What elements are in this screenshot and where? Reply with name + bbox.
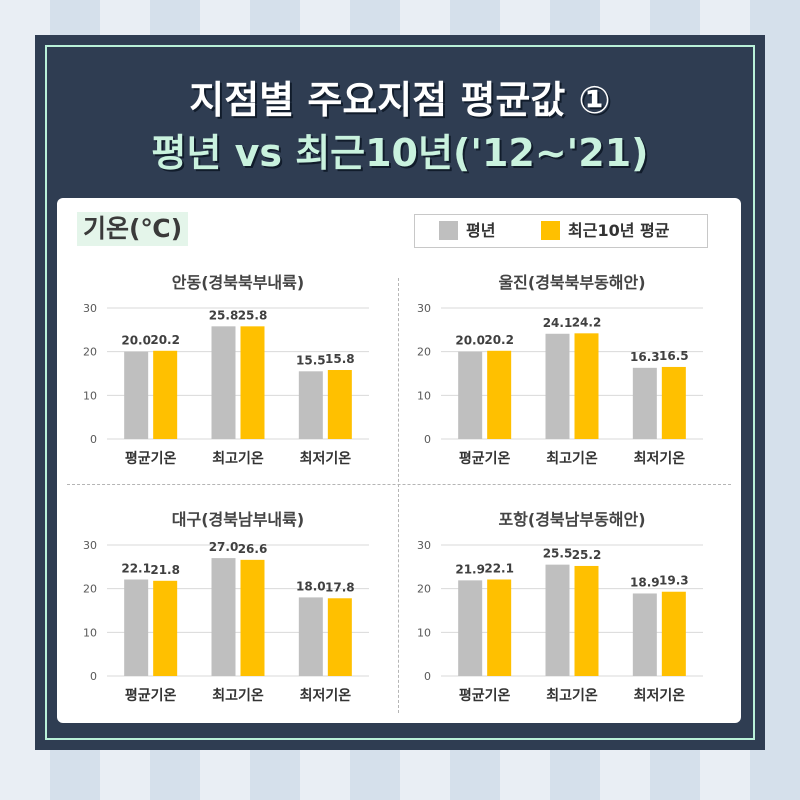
bar-recent <box>487 350 512 439</box>
data-label: 20.2 <box>150 333 180 347</box>
y-tick-label: 10 <box>83 626 97 639</box>
data-label: 16.3 <box>630 350 660 364</box>
data-label: 15.5 <box>296 353 326 367</box>
bar-normal <box>298 371 323 439</box>
unit-label: 기온(℃) <box>77 212 189 246</box>
legend-item-recent: 최근10년 평균 <box>541 221 669 241</box>
data-label: 26.6 <box>238 542 268 556</box>
chart-panel: 기온(℃) 평년 최근10년 평균 안동(경북북부내륙) 0 10 20 30 평균기온 2… <box>57 198 741 723</box>
chart-title-1: 울진(경북북부동해안) <box>498 273 645 292</box>
x-tick-label: 최고기온 <box>212 688 264 704</box>
x-tick-label: 평균기온 <box>459 687 511 704</box>
y-tick-label: 30 <box>83 539 97 552</box>
x-tick-label: 최고기온 <box>546 688 598 704</box>
bar-recent <box>153 350 178 439</box>
panel-divider-horizontal <box>67 484 731 485</box>
y-tick-label: 30 <box>417 539 431 552</box>
legend-swatch-recent <box>541 221 560 240</box>
y-tick-label: 20 <box>417 583 431 596</box>
data-label: 25.2 <box>572 548 602 562</box>
legend-item-normal: 평년 <box>439 221 495 241</box>
legend: 평년 최근10년 평균 <box>414 214 708 248</box>
bar-recent <box>240 326 265 439</box>
bar-recent <box>153 580 178 676</box>
y-tick-label: 0 <box>424 670 431 683</box>
data-label: 20.0 <box>121 334 151 348</box>
x-tick-label: 최저기온 <box>300 688 352 704</box>
x-tick-label: 평균기온 <box>125 450 177 467</box>
data-label: 17.8 <box>325 580 355 594</box>
data-label: 21.9 <box>455 562 485 576</box>
panel-divider-vertical <box>398 278 399 713</box>
bar-recent <box>240 559 265 676</box>
data-label: 24.1 <box>543 316 573 330</box>
legend-label-normal: 평년 <box>466 221 496 240</box>
data-label: 20.0 <box>455 334 485 348</box>
bar-normal <box>211 326 236 439</box>
data-label: 25.5 <box>543 547 573 561</box>
x-tick-label: 평균기온 <box>125 687 177 704</box>
y-tick-label: 30 <box>83 302 97 315</box>
bar-normal <box>545 564 570 676</box>
y-tick-label: 20 <box>83 583 97 596</box>
chart-title-0: 안동(경북북부내륙) <box>172 273 304 292</box>
bar-normal <box>458 351 483 439</box>
infographic-frame: 지점별 주요지점 평균값 ① 평년 vs 최근10년('12~'21) 기온(℃… <box>35 35 765 750</box>
data-label: 25.8 <box>238 308 268 322</box>
y-tick-label: 20 <box>83 346 97 359</box>
bar-recent <box>327 598 352 676</box>
data-label: 27.0 <box>209 540 239 554</box>
bar-normal <box>298 597 323 676</box>
bar-recent <box>487 579 512 676</box>
bar-normal <box>124 351 149 439</box>
y-tick-label: 0 <box>424 433 431 446</box>
chart-title-3: 포항(경북남부동해안) <box>498 510 645 529</box>
bar-normal <box>632 593 657 676</box>
data-label: 22.1 <box>121 561 151 575</box>
bar-normal <box>545 333 570 439</box>
data-label: 20.2 <box>484 333 514 347</box>
bar-recent <box>327 370 352 439</box>
legend-label-recent: 최근10년 평균 <box>568 221 670 240</box>
y-tick-label: 30 <box>417 302 431 315</box>
title-line-1: 지점별 주요지점 평균값 ① <box>189 78 611 122</box>
data-label: 22.1 <box>484 561 514 575</box>
y-tick-label: 10 <box>83 389 97 402</box>
x-tick-label: 최고기온 <box>212 451 264 467</box>
data-label: 15.8 <box>325 352 355 366</box>
chart-title-2: 대구(경북남부내륙) <box>172 510 304 529</box>
data-label: 25.8 <box>209 308 239 322</box>
bar-normal <box>632 367 657 439</box>
data-label: 18.9 <box>630 575 660 589</box>
data-label: 21.8 <box>150 563 180 577</box>
legend-swatch-normal <box>439 221 458 240</box>
bar-recent <box>574 565 599 676</box>
data-label: 16.5 <box>659 349 689 363</box>
data-label: 19.3 <box>659 574 689 588</box>
bar-recent <box>661 366 686 439</box>
y-tick-label: 0 <box>90 670 97 683</box>
frame-border <box>45 45 755 740</box>
y-tick-label: 0 <box>90 433 97 446</box>
x-tick-label: 평균기온 <box>459 450 511 467</box>
x-tick-label: 최저기온 <box>634 688 686 704</box>
y-tick-label: 20 <box>417 346 431 359</box>
y-tick-label: 10 <box>417 626 431 639</box>
data-label: 24.2 <box>572 315 602 329</box>
x-tick-label: 최고기온 <box>546 451 598 467</box>
bar-recent <box>574 333 599 439</box>
y-tick-label: 10 <box>417 389 431 402</box>
bar-normal <box>458 580 483 676</box>
title-line-2: 평년 vs 최근10년('12~'21) <box>151 131 649 175</box>
data-label: 18.0 <box>296 579 326 593</box>
x-tick-label: 최저기온 <box>300 451 352 467</box>
bar-normal <box>211 558 236 676</box>
bar-recent <box>661 591 686 676</box>
bar-normal <box>124 579 149 676</box>
x-tick-label: 최저기온 <box>634 451 686 467</box>
